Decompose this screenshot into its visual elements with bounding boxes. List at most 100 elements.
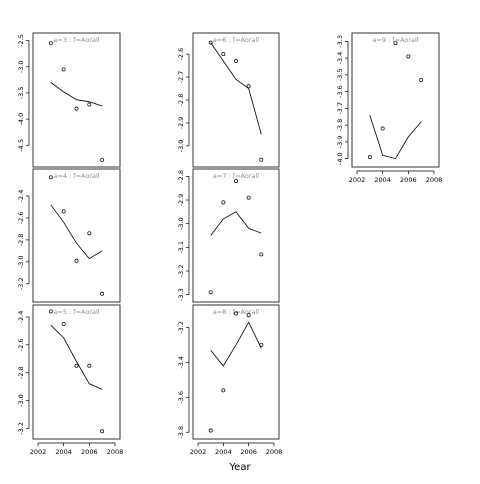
data-point — [221, 200, 226, 205]
data-point — [380, 126, 385, 131]
data-point — [61, 67, 66, 72]
panel-frame — [192, 32, 280, 168]
y-tick-label: -3.6 — [177, 391, 185, 404]
y-tick-label: -3.5 — [336, 69, 344, 82]
data-point — [74, 363, 79, 368]
y-tick-label: -3.7 — [336, 102, 344, 115]
panel: a=6 : f=Aorall -2.6 -2.7 -2.8 -2.9 -3.0 — [177, 32, 280, 168]
data-point — [259, 252, 264, 257]
panel-strip-label: a=7 : f=Aorall — [213, 172, 259, 180]
panel: a=3 : f=Aorall -2.5 -3.0 -3.5 -4.0 -4.5 — [17, 32, 121, 168]
fit-line — [369, 114, 422, 160]
fit-line — [210, 211, 262, 236]
panel-frame — [32, 32, 121, 168]
y-tick-label: -3.2 — [17, 422, 25, 435]
data-point — [48, 309, 53, 314]
y-tick-label: -3.5 — [17, 87, 25, 100]
y-tick-label: -2.7 — [177, 71, 185, 84]
fit-line — [50, 325, 103, 390]
x-tick-label: 2006 — [400, 176, 417, 184]
x-tick-label: 2004 — [55, 448, 72, 456]
data-point — [246, 195, 251, 200]
y-tick-label: -3.8 — [336, 119, 344, 132]
data-point — [48, 175, 53, 180]
data-point — [208, 428, 213, 433]
panel: a=9 : f=Aorall -3.3 -3.4 -3.5 -3.6 -3.7 -3.8 -3… — [336, 32, 443, 184]
data-point — [259, 342, 264, 347]
y-tick-label: -3.0 — [17, 60, 25, 73]
data-point — [100, 157, 105, 162]
data-point — [234, 179, 238, 184]
y-tick-label: -2.5 — [17, 34, 25, 47]
y-tick-label: -3.2 — [17, 277, 25, 290]
x-tick-label: 2004 — [374, 176, 391, 184]
x-tick-label: 2006 — [240, 448, 257, 456]
data-point — [61, 321, 66, 326]
data-point — [393, 41, 398, 45]
data-point — [221, 52, 226, 57]
y-tick-label: -3.8 — [177, 426, 185, 439]
y-tick-label: -2.8 — [17, 366, 25, 379]
x-tick-label: 2008 — [426, 176, 443, 184]
x-axis-title: Year — [228, 462, 251, 473]
y-tick-label: -3.4 — [177, 356, 185, 369]
panel-strip-label: a=5 : f=Aorall — [53, 308, 99, 316]
data-point — [74, 258, 79, 263]
y-tick-label: -3.0 — [177, 140, 185, 153]
x-tick-label: 2002 — [190, 448, 207, 456]
x-tick-label: 2006 — [81, 448, 98, 456]
data-point — [221, 388, 226, 393]
data-point — [61, 209, 66, 214]
y-tick-label: -2.9 — [177, 194, 185, 207]
data-point — [87, 363, 92, 368]
data-point — [208, 290, 213, 295]
data-point — [246, 313, 251, 318]
y-tick-label: -2.4 — [17, 190, 25, 203]
fit-line — [50, 204, 103, 260]
data-point — [74, 106, 79, 111]
panel-frame — [192, 304, 280, 440]
data-point — [48, 41, 53, 46]
x-tick-label: 2002 — [30, 448, 47, 456]
fit-line — [50, 82, 103, 107]
panel-frame — [351, 32, 440, 168]
x-tick-label: 2002 — [349, 176, 366, 184]
y-tick-label: -2.4 — [17, 311, 25, 324]
x-tick-label: 2004 — [215, 448, 232, 456]
panel-frame — [192, 168, 280, 303]
data-point — [234, 311, 238, 316]
fit-line — [210, 321, 262, 367]
x-tick-label: 2008 — [107, 448, 124, 456]
y-tick-label: -3.2 — [177, 265, 185, 278]
y-tick-label: -2.8 — [177, 170, 185, 183]
fit-line — [210, 42, 262, 135]
y-tick-label: -2.9 — [177, 117, 185, 130]
data-point — [87, 102, 92, 107]
data-point — [406, 54, 411, 59]
data-point — [419, 77, 424, 82]
y-tick-label: -3.3 — [177, 288, 185, 301]
y-tick-label: -2.6 — [177, 48, 185, 61]
y-tick-label: -3.4 — [336, 52, 344, 65]
y-tick-label: -3.6 — [336, 85, 344, 98]
y-tick-label: -3.0 — [17, 394, 25, 407]
data-point — [246, 84, 251, 89]
panel-strip-label: a=4 : f=Aorall — [53, 172, 99, 180]
data-point — [208, 40, 213, 45]
panel: a=5 : f=Aorall -2.4 -2.6 -2.8 -3.0 -3.2 2002 20… — [17, 304, 124, 456]
y-tick-label: -3.1 — [177, 241, 185, 254]
y-tick-label: -4.0 — [17, 113, 25, 126]
y-tick-label: -3.0 — [17, 256, 25, 269]
y-tick-label: -3.2 — [177, 321, 185, 334]
panel-strip-label: a=3 : f=Aorall — [53, 36, 99, 44]
data-point — [100, 291, 105, 296]
x-tick-label: 2008 — [266, 448, 283, 456]
y-tick-label: -4.0 — [336, 152, 344, 165]
panel-frame — [32, 304, 121, 440]
data-point — [100, 429, 105, 434]
y-tick-label: -2.8 — [177, 94, 185, 107]
y-tick-label: -2.6 — [17, 212, 25, 225]
panel-frame — [32, 168, 121, 303]
data-point — [259, 157, 264, 162]
